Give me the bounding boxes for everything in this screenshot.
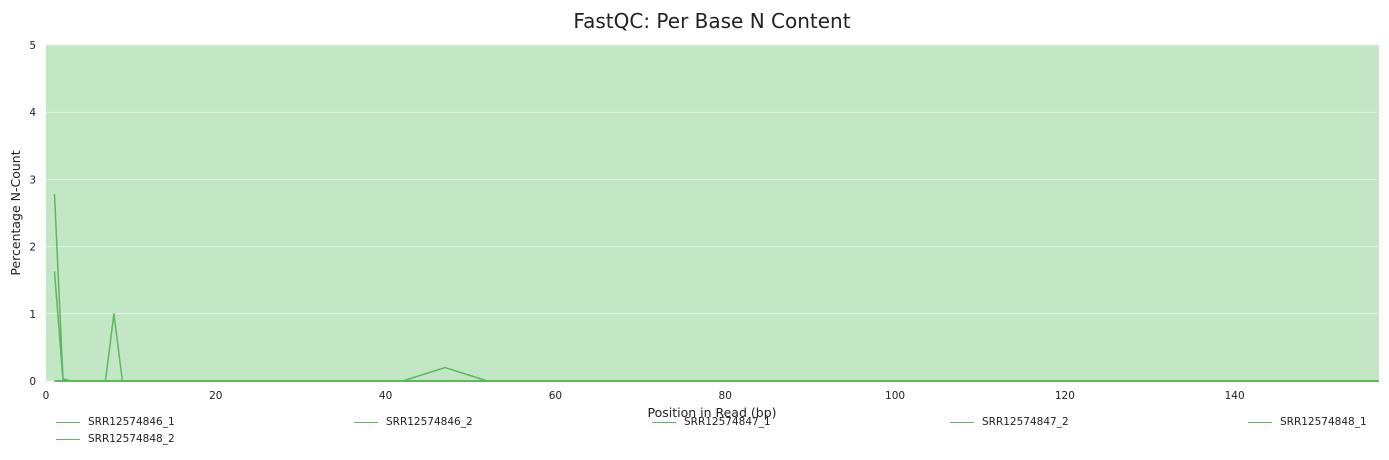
x-tick-label: 140 xyxy=(1225,390,1245,402)
x-tick-label: 0 xyxy=(43,390,50,402)
x-axis-label: Position in Read (bp) xyxy=(647,405,776,420)
x-tick-label: 40 xyxy=(379,390,392,402)
x-tick-label: 80 xyxy=(719,390,732,402)
x-tick-label: 60 xyxy=(549,390,562,402)
y-tick-label: 5 xyxy=(29,40,36,52)
y-tick-label: 3 xyxy=(29,174,36,186)
x-tick-label: 100 xyxy=(885,390,905,402)
y-axis-label: Percentage N-Count xyxy=(8,150,23,275)
y-tick-label: 0 xyxy=(29,376,36,388)
axis-ticks: 0 1 2 3 4 5 0 20 40 60 80 100 120 140 xyxy=(29,40,1244,402)
y-tick-label: 1 xyxy=(29,309,36,321)
y-tick-label: 4 xyxy=(29,107,36,119)
x-tick-label: 120 xyxy=(1055,390,1075,402)
series-lines xyxy=(53,194,1379,382)
plot-background xyxy=(46,45,1379,381)
chart-title: FastQC: Per Base N Content xyxy=(573,9,850,33)
x-tick-label: 20 xyxy=(209,390,222,402)
y-tick-label: 2 xyxy=(29,242,36,254)
